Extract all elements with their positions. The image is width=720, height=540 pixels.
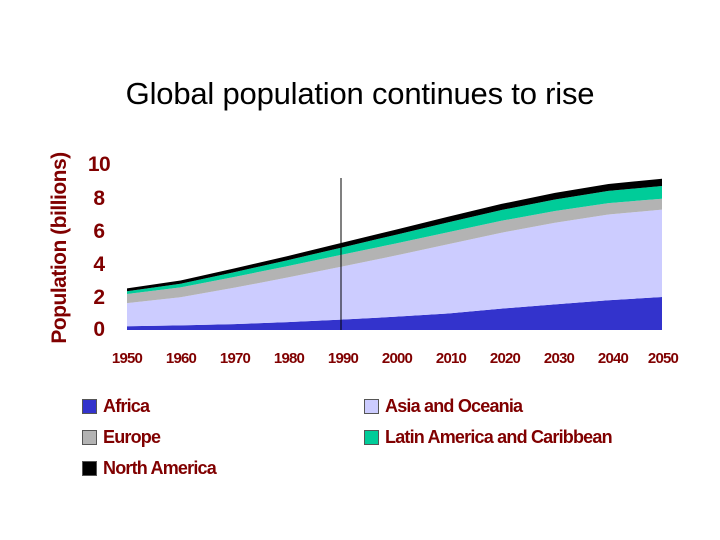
- area-series-north-america: [127, 178, 662, 292]
- y-tick-label: 10: [87, 153, 111, 176]
- legend-item-north-america: North America: [82, 458, 217, 479]
- area-series-africa: [127, 297, 662, 330]
- legend-label-africa: Africa: [103, 396, 150, 416]
- legend-label-asia-oceania: Asia and Oceania: [385, 396, 523, 416]
- x-tick-label: 2020: [489, 350, 521, 367]
- legend-label-latin-america: Latin America and Caribbean: [385, 427, 613, 447]
- x-tick-label: 1950: [111, 350, 143, 367]
- legend-swatch-latin-america: [364, 430, 379, 445]
- x-tick-label: 2030: [543, 350, 575, 367]
- legend-item-europe: Europe: [82, 427, 161, 448]
- legend-label-europe: Europe: [103, 427, 161, 447]
- y-tick-label: 6: [93, 220, 105, 243]
- x-tick-label: 2010: [435, 350, 467, 367]
- y-tick-label: 8: [93, 187, 105, 210]
- x-tick-label: 2040: [597, 350, 629, 367]
- legend-swatch-europe: [82, 430, 97, 445]
- x-tick-label: 1970: [219, 350, 251, 367]
- legend-label-north-america: North America: [103, 458, 217, 478]
- chart-title: Global population continues to rise: [125, 76, 595, 111]
- legend-item-asia-oceania: Asia and Oceania: [364, 396, 523, 417]
- x-tick-label: 2000: [381, 350, 413, 367]
- x-tick-label: 1960: [165, 350, 197, 367]
- legend-swatch-africa: [82, 399, 97, 414]
- y-tick-label: 4: [93, 253, 105, 276]
- x-tick-label: 1990: [327, 350, 359, 367]
- area-series-asia-and-oceania: [127, 209, 662, 327]
- x-tick-label: 1980: [273, 350, 305, 367]
- legend-swatch-north-america: [82, 461, 97, 476]
- area-series-latin-america-and-caribbean: [127, 186, 662, 294]
- x-tick-label: 2050: [647, 350, 679, 367]
- area-series-europe: [127, 198, 662, 304]
- legend-item-latin-america: Latin America and Caribbean: [364, 427, 613, 448]
- legend-item-africa: Africa: [82, 396, 150, 417]
- y-tick-label: 2: [93, 286, 105, 309]
- y-tick-label: 0: [93, 318, 105, 341]
- legend-swatch-asia-oceania: [364, 399, 379, 414]
